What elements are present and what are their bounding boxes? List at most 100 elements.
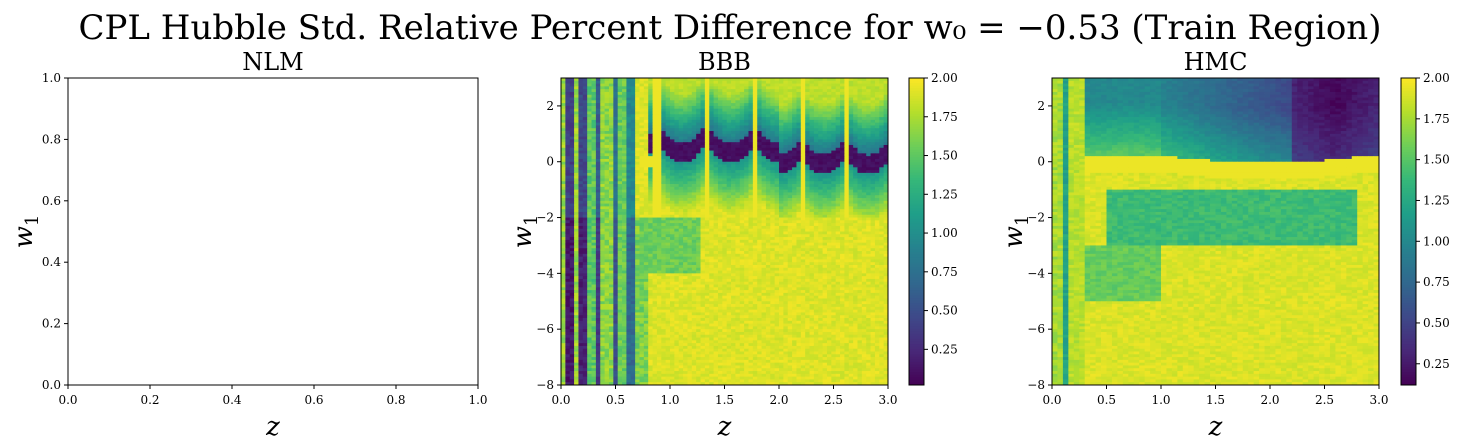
- heatmap-cell: [639, 136, 645, 140]
- heatmap-cell: [665, 248, 671, 252]
- heatmap-cell: [757, 105, 762, 110]
- heatmap-cell: [861, 256, 867, 260]
- heatmap-cell: [735, 198, 741, 202]
- heatmap-cell: [822, 119, 828, 124]
- heatmap-cell: [613, 136, 619, 140]
- heatmap-cell: [670, 100, 675, 104]
- heatmap-cell: [874, 206, 880, 210]
- heatmap-cell: [617, 251, 623, 255]
- heatmap-cell: [665, 161, 671, 165]
- heatmap-cell: [731, 181, 736, 185]
- heatmap-cell: [656, 89, 662, 93]
- heatmap-cell: [604, 91, 610, 96]
- heatmap-cell: [735, 131, 741, 135]
- heatmap-cell: [683, 122, 688, 126]
- heatmap-cell: [809, 237, 815, 241]
- heatmap-cell: [622, 203, 627, 207]
- heatmap-cell: [726, 122, 732, 126]
- heatmap-cell: [691, 206, 697, 210]
- heatmap-cell: [866, 167, 871, 171]
- heatmap-cell: [870, 91, 876, 96]
- heatmap-cell: [739, 242, 745, 246]
- heatmap-cell: [831, 86, 837, 90]
- heatmap-cell: [595, 239, 601, 244]
- heatmap-cell: [835, 97, 841, 101]
- heatmap-cell: [700, 80, 706, 84]
- heatmap-cell: [574, 158, 579, 163]
- heatmap-cell: [792, 214, 797, 218]
- heatmap-cell: [857, 164, 863, 168]
- heatmap-cell: [678, 225, 684, 230]
- heatmap-cell: [857, 128, 863, 132]
- heatmap-cell: [748, 94, 754, 98]
- heatmap-cell: [665, 78, 671, 82]
- heatmap-cell: [622, 164, 627, 168]
- heatmap-cell: [713, 189, 719, 193]
- heatmap-cell: [630, 108, 636, 112]
- heatmap-cell: [883, 122, 889, 126]
- heatmap-cell: [761, 172, 767, 177]
- heatmap-cell: [787, 195, 793, 199]
- heatmap-cell: [800, 78, 806, 82]
- heatmap-cell: [752, 97, 758, 101]
- heatmap-cell: [853, 231, 858, 235]
- heatmap-cell: [844, 105, 850, 110]
- heatmap-cell: [696, 119, 701, 124]
- heatmap-cell: [818, 164, 823, 168]
- heatmap-cell: [792, 150, 797, 154]
- heatmap-cell: [765, 223, 771, 227]
- heatmap-cell: [717, 128, 723, 132]
- heatmap-cell: [717, 186, 723, 191]
- heatmap-cell: [678, 237, 684, 241]
- heatmap-cell: [582, 211, 588, 216]
- heatmap-cell: [796, 80, 802, 84]
- heatmap-cell: [874, 86, 880, 90]
- heatmap-cell: [656, 139, 662, 143]
- heatmap-cell: [648, 125, 653, 129]
- heatmap-cell: [648, 220, 653, 224]
- heatmap-cell: [630, 125, 636, 129]
- heatmap-cell: [853, 133, 858, 138]
- heatmap-cell: [704, 97, 710, 101]
- heatmap-cell: [800, 167, 806, 171]
- heatmap-cell: [643, 114, 649, 118]
- heatmap-cell: [691, 105, 697, 110]
- heatmap-cell: [883, 103, 889, 107]
- heatmap-cell: [722, 111, 728, 115]
- heatmap-cell: [656, 100, 662, 104]
- heatmap-cell: [656, 175, 662, 179]
- heatmap-cell: [665, 144, 671, 149]
- heatmap-cell: [739, 220, 745, 224]
- heatmap-cell: [643, 108, 649, 112]
- heatmap-cell: [813, 223, 819, 227]
- heatmap-cell: [582, 192, 588, 196]
- heatmap-cell: [853, 198, 858, 202]
- heatmap-cell: [595, 153, 601, 157]
- heatmap-cell: [879, 198, 885, 202]
- heatmap-cell: [665, 156, 671, 160]
- heatmap-cell: [600, 228, 605, 232]
- heatmap-cell: [622, 245, 627, 249]
- heatmap-cell: [687, 220, 693, 224]
- heatmap-cell: [800, 192, 806, 196]
- heatmap-cell: [587, 150, 592, 154]
- heatmap-cell: [674, 147, 680, 151]
- heatmap-cell: [635, 259, 640, 263]
- heatmap-cell: [805, 136, 810, 140]
- heatmap-cell: [709, 214, 714, 218]
- heatmap-cell: [744, 108, 749, 112]
- heatmap-cell: [748, 192, 754, 196]
- heatmap-cell: [792, 128, 797, 132]
- heatmap-cell: [796, 133, 802, 138]
- heatmap-cell: [713, 153, 719, 157]
- heatmap-cell: [779, 142, 784, 146]
- heatmap-cell: [726, 117, 732, 121]
- heatmap-cell: [857, 189, 863, 193]
- heatmap-cell: [691, 156, 697, 160]
- heatmap-cell: [595, 245, 601, 249]
- heatmap-cell: [696, 133, 701, 138]
- heatmap-cell: [792, 198, 797, 202]
- heatmap-cell: [866, 142, 871, 146]
- heatmap-cell: [792, 142, 797, 146]
- heatmap-cell: [630, 170, 636, 174]
